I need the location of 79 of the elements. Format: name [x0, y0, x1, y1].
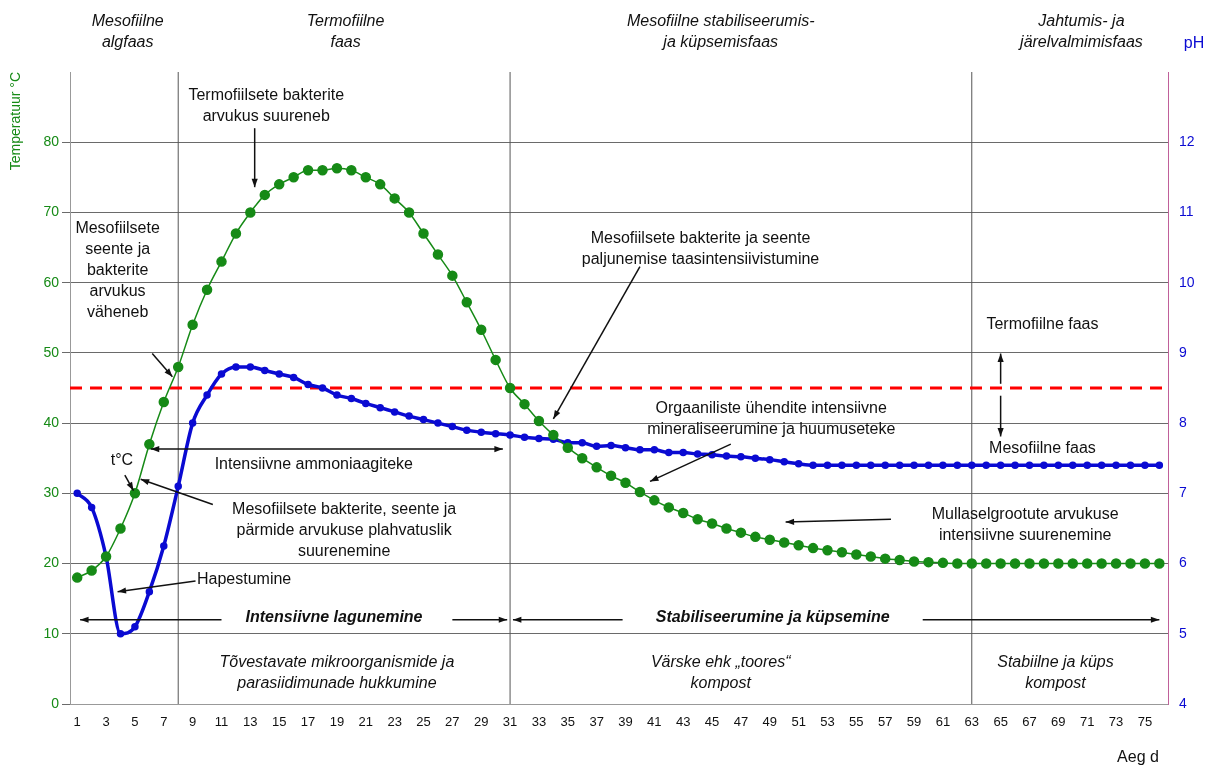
annotation: Stabiilne ja küps kompost [997, 653, 1114, 692]
x-tick-label: 13 [243, 714, 258, 730]
x-tick-label: 49 [762, 714, 778, 730]
annotation: Tõvestavate mikroorganismide ja parasiidimunade hukkumine [219, 653, 455, 692]
text: Mesofiilne stabiliseerumis- ja küpsemisfaas [626, 11, 815, 50]
annotation: Mesofiilsete bakterite, seente ja pärmide arvukuse plahvatuslik suurenemine [232, 499, 457, 559]
annotation: Värske ehk „toores“ kompost [650, 653, 793, 692]
y2-tick-label: 12 [1179, 133, 1195, 150]
x-tick-label: 3 [102, 714, 110, 730]
y2-tick-label: 7 [1179, 484, 1187, 501]
x-tick-label: 33 [531, 714, 547, 730]
y-tick-label: 10 [43, 624, 60, 641]
annotation: Mesofiilsete seente ja bakterite arvukus väheneb [75, 219, 160, 320]
x-tick-label: 65 [993, 714, 1008, 730]
y-tick-label: 50 [43, 343, 60, 360]
x-tick-label: 61 [935, 714, 951, 730]
x-tick-label: 11 [214, 714, 229, 730]
annotation: Hapestumine [196, 570, 292, 588]
x-tick-label: 67 [1022, 714, 1037, 730]
x-tick-label: 19 [329, 714, 345, 730]
x-tick-label: 73 [1108, 714, 1124, 730]
x-tick-label: 21 [358, 714, 374, 730]
text: Termofiilne faas [306, 11, 385, 50]
x-tick-label: 57 [877, 714, 893, 730]
x-tick-label: 29 [473, 714, 489, 730]
x-tick-label: 45 [704, 714, 720, 730]
x-tick-label: 27 [445, 714, 460, 730]
annotation: Intensiivne lagunemine [245, 608, 423, 626]
x-tick-label: 15 [271, 714, 287, 730]
y2-tick-label: 4 [1179, 694, 1187, 711]
x-tick-label: 71 [1079, 714, 1095, 730]
y-axis-title: Temperatuur °C [7, 72, 24, 171]
y-tick-label: 60 [43, 273, 60, 290]
y2-axis-title: pH [1183, 34, 1205, 52]
x-tick-label: 17 [300, 714, 316, 730]
x-tick-label: 47 [733, 714, 749, 730]
x-tick-label: 39 [618, 714, 633, 730]
x-tick-label: 25 [416, 714, 431, 730]
annotation: Intensiivne ammoniaagiteke [214, 454, 414, 472]
x-tick-label: 43 [675, 714, 691, 730]
x-tick-label: 41 [647, 714, 662, 730]
annotation: Mesofiilsete bakterite ja seente paljunemise taasintensiivistumine [581, 228, 820, 267]
x-tick-label: 35 [560, 714, 576, 730]
y2-tick-label: 8 [1179, 413, 1187, 430]
annotation: Termofiilsete bakterite arvukus suureneb [188, 85, 345, 124]
x-tick-label: 37 [589, 714, 604, 730]
y2-tick-label: 10 [1179, 273, 1195, 290]
annotation: Mullaselgrootute arvukuse intensiivne suurenemine [931, 504, 1119, 543]
x-tick-label: 63 [964, 714, 980, 730]
text: Mesofiilne algfaas [91, 11, 164, 50]
x-tick-label: 53 [820, 714, 835, 730]
y2-tick-label: 5 [1179, 624, 1187, 641]
annotation: Termofiilne faas [986, 315, 1099, 333]
y-tick-label: 20 [43, 554, 60, 571]
x-axis-title: Aeg d [1117, 748, 1159, 766]
y-tick-label: 80 [43, 133, 60, 150]
y-tick-label: 0 [51, 694, 60, 711]
annotation: Orgaaniliste ühendite intensiivne mineraliseerumine ja huumuseteke [647, 399, 896, 438]
x-tick-label: 51 [791, 714, 806, 730]
y2-tick-label: 9 [1179, 343, 1187, 360]
x-tick-label: 1 [73, 714, 81, 730]
x-tick-label: 75 [1137, 714, 1153, 730]
y2-tick-label: 11 [1179, 203, 1194, 220]
x-tick-label: 7 [160, 714, 168, 730]
x-tick-label: 9 [189, 714, 197, 730]
text: Jahtumis- ja järelvalmimisfaas [1018, 11, 1143, 50]
y2-tick-label: 6 [1179, 554, 1187, 571]
annotation: Mesofiilne faas [989, 439, 1096, 457]
x-tick-label: 23 [387, 714, 402, 730]
y-tick-label: 70 [43, 203, 60, 220]
x-tick-label: 59 [906, 714, 922, 730]
y-tick-label: 30 [43, 484, 60, 501]
x-tick-label: 5 [131, 714, 139, 730]
annotation: t°C [110, 451, 134, 469]
x-tick-label: 55 [849, 714, 864, 730]
x-tick-label: 31 [502, 714, 518, 730]
annotation: Stabiliseerumine ja küpsemine [655, 608, 890, 626]
y-tick-label: 40 [43, 413, 60, 430]
x-tick-label: 69 [1051, 714, 1066, 730]
